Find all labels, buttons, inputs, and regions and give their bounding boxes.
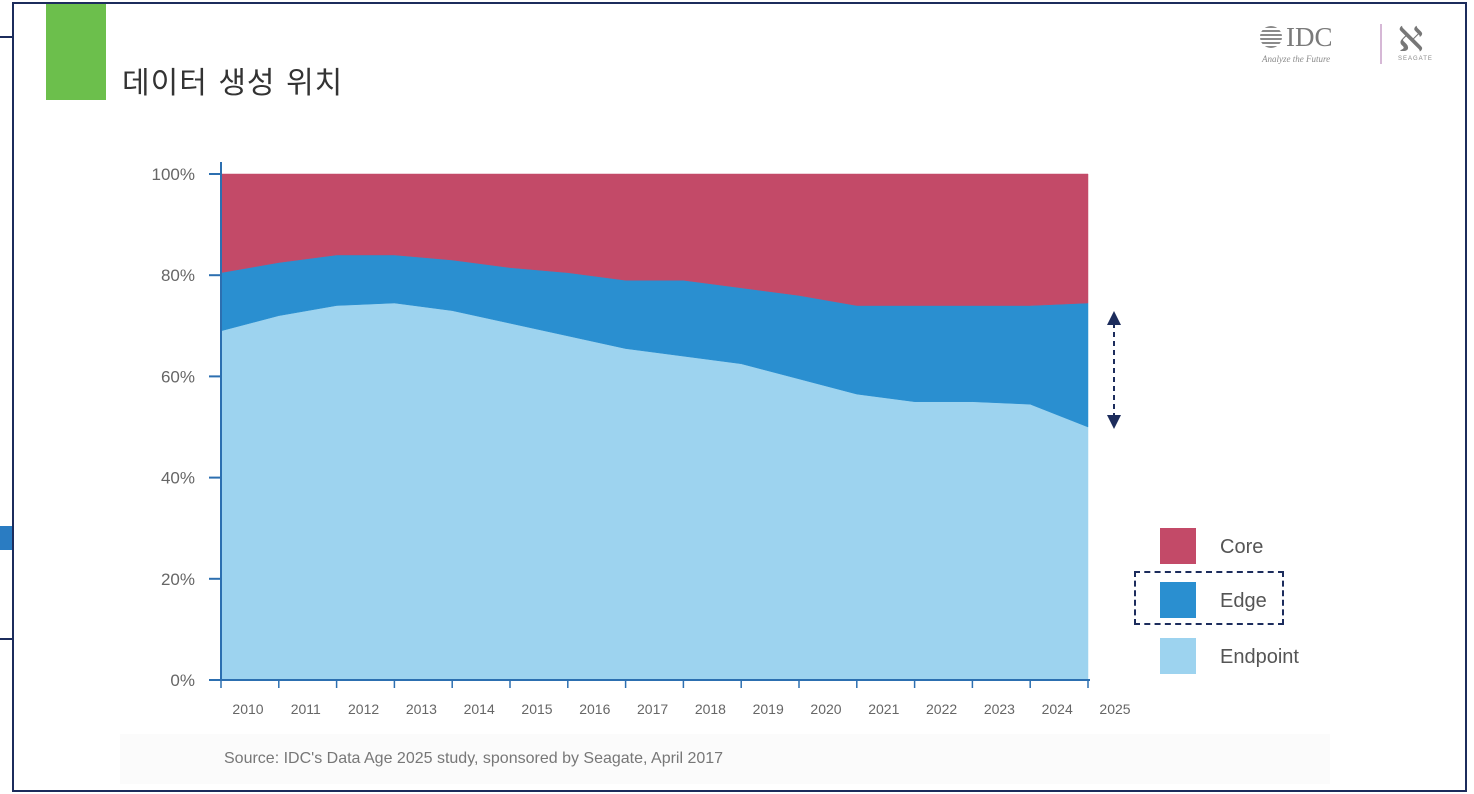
x-tick-label: 2016 (579, 701, 610, 717)
x-tick-label: 2023 (984, 701, 1015, 717)
idc-logo: IDC Analyze the Future (1260, 22, 1360, 68)
y-tick-label: 0% (170, 671, 195, 690)
arrow-head-down (1107, 415, 1121, 429)
x-tick-label: 2010 (232, 701, 263, 717)
accent-bar (46, 4, 106, 100)
chart-axes (209, 162, 1090, 681)
x-tick-label: 2024 (1042, 701, 1073, 717)
x-tick-label: 2015 (521, 701, 552, 717)
y-tick-label: 40% (161, 469, 195, 488)
x-tick-label: 2020 (810, 701, 841, 717)
source-band (120, 734, 1330, 784)
chart-areas (220, 173, 1089, 681)
arrow-head-up (1107, 311, 1121, 326)
legend-label-core: Core (1220, 536, 1264, 558)
y-tick-label: 80% (161, 266, 195, 285)
x-tick-label: 2017 (637, 701, 668, 717)
source-note: Source: IDC's Data Age 2025 study, spons… (224, 750, 724, 767)
legend-swatch-edge (1160, 582, 1196, 618)
idc-logo-text: IDC (1286, 22, 1333, 52)
edge-growth-arrow (1107, 311, 1121, 429)
x-tick-label: 2021 (868, 701, 899, 717)
x-tick-label: 2019 (753, 701, 784, 717)
legend-label-edge: Edge (1220, 590, 1267, 612)
legend-edge-highlight (1134, 571, 1284, 625)
legend-label-endpoint: Endpoint (1220, 646, 1299, 668)
x-tick-label: 2025 (1099, 701, 1130, 717)
seagate-logo: ℵ SEAGATE (1398, 20, 1448, 70)
y-tick-label: 60% (161, 367, 195, 386)
chart-ticks: 0% 20% 40% 60% 80% 100% 2010 2011 2012 2013 2014 20… (152, 165, 1131, 717)
x-tick-label: 2014 (464, 701, 495, 717)
frame-side-tab (0, 526, 12, 550)
legend-swatch-endpoint (1160, 638, 1196, 674)
area-core (220, 173, 1089, 306)
frame-side-line-top (0, 36, 12, 38)
idc-logo-tagline: Analyze the Future (1262, 54, 1331, 64)
seagate-swirl-icon: ℵ (1398, 20, 1424, 60)
idc-globe-icon (1260, 26, 1282, 48)
y-tick-label: 100% (152, 165, 195, 184)
x-tick-label: 2022 (926, 701, 957, 717)
x-tick-label: 2013 (406, 701, 437, 717)
x-tick-label: 2012 (348, 701, 379, 717)
logo-separator (1380, 24, 1382, 64)
x-tick-label: 2011 (291, 701, 321, 717)
slide-title: 데이터 생성 위치 (122, 66, 344, 101)
seagate-logo-text: SEAGATE (1398, 56, 1433, 62)
legend-swatch-core (1160, 528, 1196, 564)
y-tick-label: 20% (161, 570, 195, 589)
x-tick-label: 2018 (695, 701, 726, 717)
frame-side-line-bottom (0, 638, 12, 640)
